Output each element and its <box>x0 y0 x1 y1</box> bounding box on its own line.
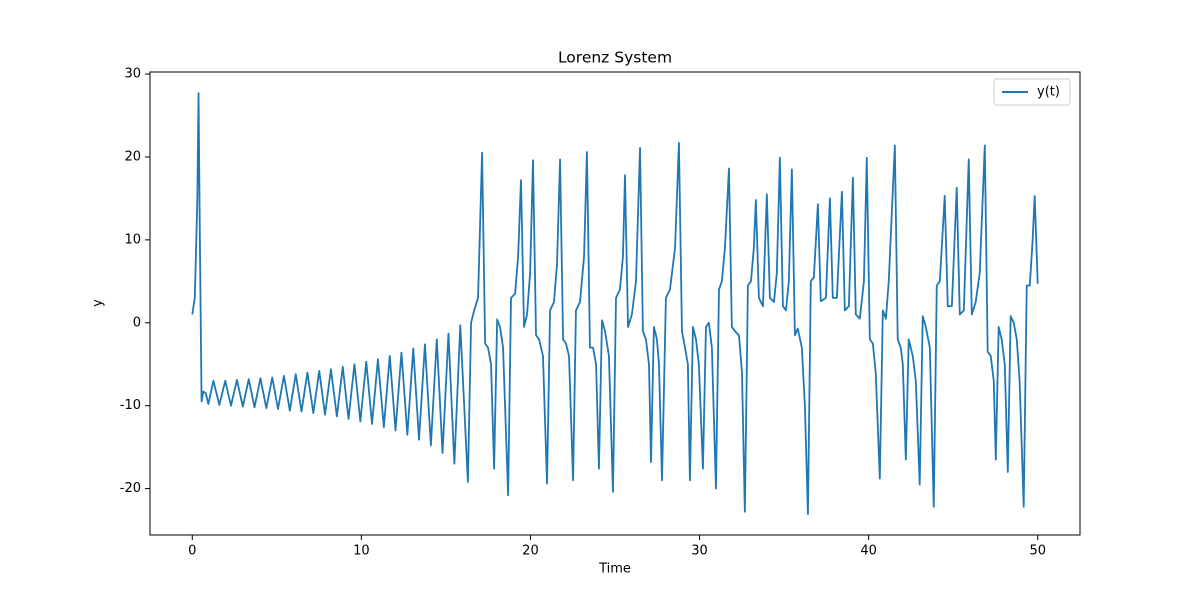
y-tick-label: 0 <box>133 315 141 330</box>
x-tick-label: 30 <box>691 544 708 559</box>
y-tick-label: -10 <box>120 398 141 413</box>
chart-title: Lorenz System <box>558 49 672 67</box>
legend-label: y(t) <box>1037 85 1060 100</box>
x-tick-label: 0 <box>188 544 196 559</box>
y-tick-label: 10 <box>124 232 141 247</box>
x-tick-label: 50 <box>1029 544 1046 559</box>
data-line <box>191 92 1039 516</box>
x-axis-label: Time <box>598 562 631 577</box>
x-tick-label: 20 <box>522 544 539 559</box>
x-tick-label: 40 <box>860 544 877 559</box>
y-tick-label: 30 <box>124 67 141 82</box>
y-axis-label: y <box>91 299 106 307</box>
x-tick-label: 10 <box>353 544 370 559</box>
plot-frame <box>149 71 1081 536</box>
y-tick-label: -20 <box>120 481 141 496</box>
legend-box <box>993 78 1071 106</box>
y-tick-label: 20 <box>124 149 141 164</box>
